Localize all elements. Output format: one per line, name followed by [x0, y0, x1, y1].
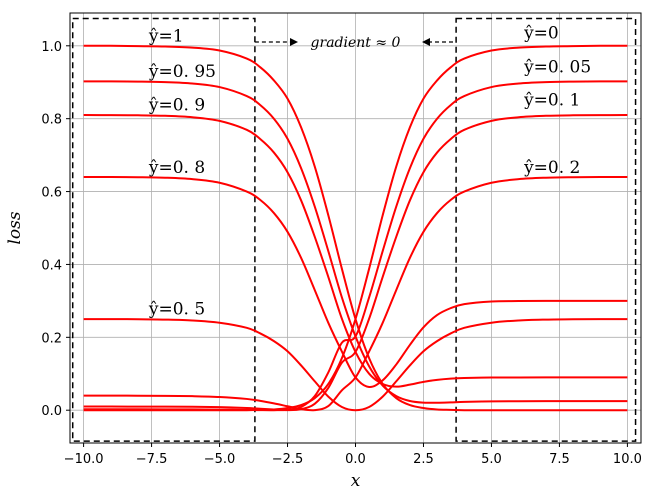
x-tick-label: 0.0: [345, 452, 366, 467]
loss-curve: [83, 114, 628, 412]
x-tick-label: 2.5: [413, 452, 434, 467]
y-tick-label: 0.2: [41, 331, 62, 346]
x-tick-label: 10.0: [613, 452, 642, 467]
loss-curve: [83, 318, 628, 412]
gradient-arrow-left-head: [290, 38, 298, 46]
y-hat-annotation: ŷ=0. 8: [148, 158, 205, 178]
y-hat-annotation: ŷ=0. 5: [148, 300, 205, 320]
x-tick-label: 7.5: [549, 452, 570, 467]
y-axis-ticks: 0.0 0.2 0.4 0.6 0.8 1.0: [41, 40, 70, 419]
y-hat-annotation: ŷ=0. 95: [148, 62, 216, 82]
y-tick-label: 0.0: [41, 404, 62, 419]
y-axis-label: loss: [5, 211, 25, 244]
y-hat-annotation: ŷ=0. 05: [523, 57, 591, 77]
flat-region-box: [71, 17, 256, 442]
x-tick-label: 5.0: [481, 452, 502, 467]
loss-curve: [83, 44, 628, 412]
gradient-annotation: gradient ≈ 0: [254, 35, 457, 51]
y-tick-label: 1.0: [41, 40, 62, 55]
y-hat-annotation: ŷ=0. 2: [523, 158, 580, 178]
y-hat-annotation: ŷ=0. 1: [523, 91, 580, 111]
x-tick-label: −5.0: [204, 452, 236, 467]
x-axis-ticks: −10.0 −7.5 −5.0 −2.5 0.0 2.5 5.0 7.5 10.0: [64, 443, 642, 467]
flat-region-box: [455, 17, 637, 442]
x-axis-label: x: [351, 471, 361, 491]
y-tick-label: 0.6: [41, 186, 62, 201]
gradient-label: gradient ≈ 0: [311, 35, 401, 51]
x-tick-label: −7.5: [136, 452, 168, 467]
y-tick-label: 0.4: [41, 258, 62, 273]
dashed-boxes: [71, 17, 637, 442]
y-hat-annotation: ŷ=0. 9: [148, 96, 205, 116]
x-tick-label: −2.5: [272, 452, 304, 467]
y-tick-label: 0.8: [41, 113, 62, 128]
gradient-arrow-right-head: [422, 38, 430, 46]
annotations: ŷ=1 ŷ=0. 95 ŷ=0. 9 ŷ=0. 8 ŷ=0. 5 ŷ=0 ŷ=0. 05 ŷ=…: [148, 24, 591, 320]
y-hat-annotation: ŷ=0: [523, 24, 559, 44]
x-tick-label: −10.0: [64, 452, 104, 467]
loss-curve: [83, 175, 628, 412]
y-hat-annotation: ŷ=1: [148, 26, 184, 46]
series-lines: [83, 44, 628, 412]
